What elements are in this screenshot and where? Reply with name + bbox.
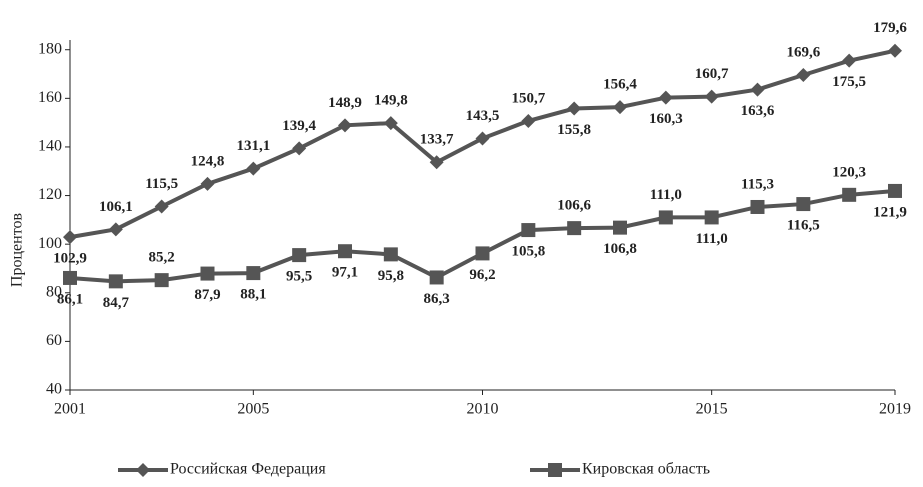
point (63, 270, 77, 285)
point (888, 43, 902, 58)
data-label: 124,8 (191, 153, 225, 169)
data-label: 97,1 (332, 265, 358, 281)
point (200, 266, 215, 281)
data-label: 150,7 (511, 90, 545, 106)
point (796, 68, 811, 82)
data-label: 87,9 (194, 287, 220, 303)
data-label: 175,5 (832, 74, 866, 90)
data-label: 95,5 (286, 269, 312, 285)
y-tick-label: 140 (38, 138, 62, 155)
y-tick-label: 120 (38, 186, 62, 203)
point (521, 113, 536, 128)
y-tick-label: 180 (38, 40, 62, 57)
point (338, 118, 352, 133)
y-tick-label: 40 (46, 381, 62, 398)
point (292, 248, 307, 263)
data-label: 163,6 (741, 103, 775, 119)
data-label: 86,1 (57, 291, 83, 307)
data-label: 143,5 (466, 108, 500, 124)
point (108, 222, 123, 237)
legend-marker (548, 463, 562, 477)
point (567, 101, 582, 116)
data-label: 111,0 (696, 231, 728, 247)
data-label: 88,1 (240, 287, 266, 303)
point (842, 53, 857, 68)
data-label: 149,8 (374, 93, 408, 109)
data-label: 115,5 (145, 176, 178, 192)
point (613, 220, 627, 235)
y-tick-label: 80 (46, 283, 62, 300)
y-tick-label: 100 (38, 235, 62, 252)
data-label: 86,3 (424, 291, 450, 307)
x-tick-label: 2019 (879, 401, 911, 418)
data-label: 106,8 (603, 241, 637, 257)
data-label: 133,7 (420, 132, 454, 148)
point (888, 183, 902, 198)
data-label: 96,2 (469, 267, 495, 283)
data-label: 105,8 (511, 244, 545, 260)
point (108, 274, 123, 289)
data-label: 179,6 (873, 20, 907, 36)
data-label: 131,1 (236, 138, 270, 154)
y-tick-label: 160 (38, 89, 62, 106)
data-label: 120,3 (832, 164, 866, 180)
point (200, 176, 215, 191)
legend-marker (136, 463, 150, 477)
data-label: 85,2 (149, 250, 175, 266)
x-tick-label: 2001 (54, 401, 86, 418)
point (704, 210, 719, 225)
point (567, 221, 582, 236)
point (383, 116, 398, 131)
point (750, 82, 765, 97)
point (246, 266, 261, 281)
y-axis-label: Процентов (9, 213, 26, 288)
point (154, 273, 169, 288)
point (475, 246, 490, 261)
data-label: 115,3 (741, 176, 774, 192)
data-label: 155,8 (557, 122, 591, 138)
x-tick-label: 2010 (467, 401, 499, 418)
x-tick-label: 2015 (696, 401, 728, 418)
data-label: 139,4 (282, 118, 316, 134)
data-label: 106,1 (99, 199, 133, 215)
point (750, 199, 765, 214)
data-label: 95,8 (378, 268, 404, 284)
point (338, 244, 352, 259)
point (246, 161, 261, 176)
legend-label: Кировская область (582, 461, 710, 478)
y-tick-label: 60 (46, 332, 62, 349)
point (383, 247, 398, 262)
point (429, 270, 444, 285)
point (429, 155, 444, 170)
data-label: 102,9 (53, 251, 87, 267)
x-tick-label: 2005 (237, 401, 269, 418)
point (63, 230, 77, 245)
data-label: 148,9 (328, 95, 362, 111)
data-label: 156,4 (603, 77, 637, 93)
data-label: 106,6 (557, 198, 591, 214)
data-label: 84,7 (103, 295, 130, 311)
point (658, 210, 673, 225)
legend-label: Российская Федерация (170, 461, 326, 478)
data-label: 116,5 (787, 218, 820, 234)
point (154, 199, 169, 214)
point (796, 197, 811, 212)
point (292, 141, 307, 156)
data-label: 160,3 (649, 111, 683, 127)
point (842, 187, 857, 202)
data-label: 160,7 (695, 66, 729, 82)
point (613, 100, 627, 115)
data-label: 111,0 (650, 187, 682, 203)
point (521, 223, 536, 238)
point (475, 131, 490, 146)
data-label: 121,9 (873, 204, 907, 220)
data-label: 169,6 (786, 44, 820, 60)
point (704, 89, 719, 104)
point (658, 90, 673, 105)
